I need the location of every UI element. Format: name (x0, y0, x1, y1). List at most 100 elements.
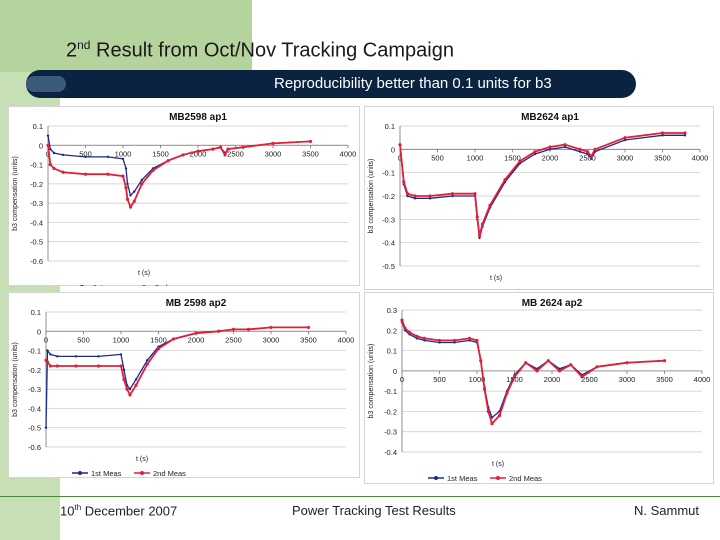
data-point (437, 338, 442, 343)
x-tick-label: 0 (46, 149, 50, 158)
data-point (486, 409, 490, 414)
data-point (48, 364, 53, 368)
data-point (121, 157, 125, 160)
data-point (151, 168, 155, 172)
x-tick-label: 500 (433, 375, 446, 384)
data-point (563, 143, 567, 147)
data-point (246, 327, 251, 331)
data-point (241, 145, 245, 149)
legend-label: 1st Meas (447, 474, 478, 483)
data-point (44, 426, 48, 429)
x-tick-label: 2000 (544, 375, 561, 384)
y-axis-label: b3 compensation (units) (12, 342, 19, 417)
x-tick-label: 3500 (654, 153, 671, 162)
data-point (306, 325, 311, 330)
data-point (402, 180, 406, 184)
chart-title: MB 2624 ap2 (522, 298, 583, 309)
data-point (475, 338, 479, 343)
y-tick-label: 0.3 (387, 306, 397, 315)
x-tick-label: 2000 (188, 335, 205, 344)
x-tick-label: 2500 (581, 375, 598, 384)
subtitle-banner: Reproducibility better than 0.1 units fo… (26, 70, 636, 98)
x-tick-label: 3000 (619, 375, 636, 384)
data-point (428, 194, 432, 198)
data-point (563, 145, 567, 149)
y-axis-label: b3 compensation (units) (368, 344, 375, 419)
data-point (406, 194, 409, 198)
data-point (122, 368, 126, 372)
data-point (84, 155, 87, 159)
series-line-2 (45, 326, 309, 397)
x-tick-label: 3500 (302, 149, 319, 158)
data-point (46, 143, 50, 147)
data-point (413, 194, 417, 198)
x-tick-label: 3000 (265, 149, 282, 158)
x-tick-label: 2000 (542, 153, 559, 162)
x-tick-label: 2500 (225, 335, 242, 344)
legend-marker (140, 471, 144, 475)
x-tick-label: 1500 (506, 375, 523, 384)
data-point (398, 143, 402, 147)
data-point (74, 364, 78, 368)
slide-title: 2nd Result from Oct/Nov Tracking Campaig… (66, 38, 454, 62)
data-point (497, 413, 502, 418)
data-point (134, 378, 138, 381)
data-point (106, 172, 110, 176)
data-point (96, 364, 101, 368)
data-point (124, 186, 128, 190)
data-point (660, 131, 665, 135)
data-point (106, 155, 110, 159)
data-point (125, 387, 129, 391)
data-point (488, 203, 492, 207)
data-point (661, 134, 664, 137)
data-point (119, 353, 123, 356)
data-point (407, 330, 412, 334)
y-tick-label: -0.6 (28, 443, 41, 452)
data-point (74, 355, 78, 358)
legend-label: 1st meas (445, 288, 476, 290)
data-point (125, 197, 130, 201)
data-point (48, 162, 52, 167)
data-point (55, 364, 59, 368)
data-point (128, 387, 132, 391)
y-tick-label: 0 (393, 367, 397, 376)
data-point (97, 355, 100, 358)
data-point (121, 174, 125, 178)
data-point (52, 151, 56, 155)
data-point (226, 147, 230, 151)
x-tick-label: 1000 (469, 375, 486, 384)
data-point (216, 329, 221, 333)
x-tick-label: 2500 (227, 149, 244, 158)
y-tick-label: -0.4 (384, 448, 397, 457)
x-tick-label: 3500 (656, 375, 673, 384)
y-tick-label: -0.1 (28, 347, 41, 356)
chart-frame (8, 106, 360, 286)
data-point (428, 197, 432, 200)
data-point (146, 359, 149, 362)
data-point (569, 363, 573, 367)
data-point (512, 375, 517, 379)
x-tick-label: 3000 (263, 335, 280, 344)
data-point (422, 336, 427, 340)
legend-label: 2nd Meas (509, 474, 542, 483)
data-point (61, 170, 65, 174)
data-point (623, 138, 627, 142)
data-point (56, 355, 59, 358)
data-point (133, 190, 136, 193)
legend-label: 1st Meas (91, 469, 122, 478)
y-tick-label: 0.1 (387, 347, 397, 356)
y-tick-label: 0 (37, 327, 41, 336)
data-point (145, 362, 149, 366)
x-tick-label: 0 (400, 375, 404, 384)
data-point (548, 145, 552, 149)
data-point (533, 150, 537, 154)
data-point (578, 147, 582, 151)
y-tick-label: -0.2 (28, 366, 41, 375)
footer-author: N. Sammut (634, 503, 700, 518)
y-tick-label: -0.2 (384, 407, 397, 416)
data-point (122, 377, 126, 382)
data-point (580, 375, 584, 379)
